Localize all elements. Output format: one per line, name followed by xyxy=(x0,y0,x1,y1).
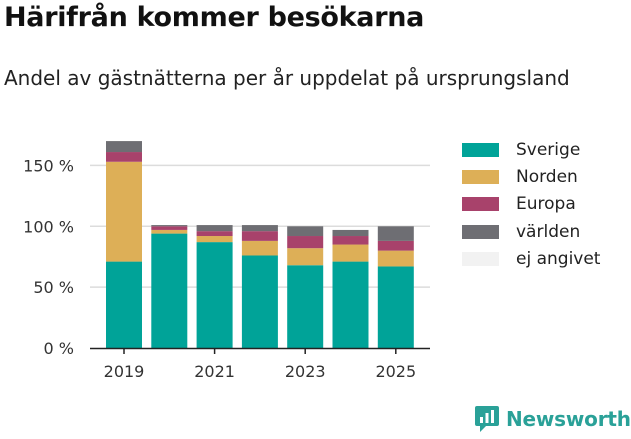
legend-label: Europa xyxy=(516,194,576,215)
bar-segment-världen-2025 xyxy=(377,226,414,241)
bar-segment-världen-2024 xyxy=(332,229,369,237)
bar-segment-Norden-2024 xyxy=(332,244,369,262)
legend-label: världen xyxy=(516,221,581,242)
brand-name: Newsworthy xyxy=(506,407,631,431)
bar-segment-världen-2020 xyxy=(151,225,188,227)
bar-segment-världen-2023 xyxy=(287,226,324,237)
legend-label: Norden xyxy=(516,166,578,187)
x-tick-label: 2025 xyxy=(375,362,416,381)
legend: Sverige Norden Europa världen ej angivet xyxy=(462,136,600,272)
legend-item: ej angivet xyxy=(462,245,600,272)
bar-segment-Europa-2021 xyxy=(196,231,233,237)
bar-segment-Norden-2019 xyxy=(106,161,142,262)
brand-logo: Newsworthy xyxy=(474,405,631,433)
bar-segment-Europa-2024 xyxy=(332,236,369,245)
y-tick-label: 50 % xyxy=(33,278,74,297)
bar-segment-Europa-2020 xyxy=(151,226,188,230)
bar-segment-Europa-2019 xyxy=(106,152,142,162)
bar-segment-Norden-2021 xyxy=(196,236,233,243)
bar-segment-världen-2022 xyxy=(241,225,278,232)
y-tick-label: 150 % xyxy=(23,156,74,175)
chart-title: Härifrån kommer besökarna xyxy=(4,2,425,33)
bar-segment-Sverige-2024 xyxy=(332,261,369,348)
bar-segment-Norden-2025 xyxy=(377,250,414,267)
bar-segment-världen-2019 xyxy=(106,141,142,153)
bar-segment-Sverige-2023 xyxy=(287,265,324,348)
x-tick-label: 2019 xyxy=(104,362,145,381)
legend-label: Sverige xyxy=(516,139,581,160)
legend-swatch xyxy=(462,197,499,212)
chart-subtitle: Andel av gästnätterna per år uppdelat på… xyxy=(4,66,570,90)
legend-label: ej angivet xyxy=(516,248,601,269)
stacked-bar-chart: 0 % 50 % 100 % 150 % 2019 2021 2023 2025 xyxy=(23,141,430,381)
legend-item: Norden xyxy=(462,163,600,190)
bar-segment-Europa-2023 xyxy=(287,236,324,249)
bar-segment-Sverige-2025 xyxy=(377,266,414,348)
legend-item: Sverige xyxy=(462,136,600,163)
bar-segment-Europa-2025 xyxy=(377,240,414,251)
legend-swatch xyxy=(462,142,499,157)
legend-swatch xyxy=(462,224,499,239)
bar-segment-Sverige-2019 xyxy=(106,261,142,348)
bar-segment-Europa-2022 xyxy=(241,231,278,241)
y-tick-label: 100 % xyxy=(23,217,74,236)
bar-segment-Sverige-2020 xyxy=(151,233,188,348)
bar-segment-Sverige-2021 xyxy=(196,242,233,348)
bar-segment-Norden-2023 xyxy=(287,248,324,266)
bar-segment-Sverige-2022 xyxy=(241,255,278,348)
x-tick-label: 2023 xyxy=(285,362,326,381)
bar-segment-världen-2021 xyxy=(196,225,233,232)
bar-segment-Norden-2020 xyxy=(151,229,188,234)
y-tick-label: 0 % xyxy=(44,339,74,358)
legend-item: Europa xyxy=(462,191,600,218)
bar-segment-Norden-2022 xyxy=(241,240,278,256)
legend-swatch xyxy=(462,251,499,266)
x-tick-label: 2021 xyxy=(194,362,235,381)
legend-swatch xyxy=(462,169,499,184)
newsworthy-chart-icon xyxy=(475,406,499,432)
legend-item: världen xyxy=(462,218,600,245)
